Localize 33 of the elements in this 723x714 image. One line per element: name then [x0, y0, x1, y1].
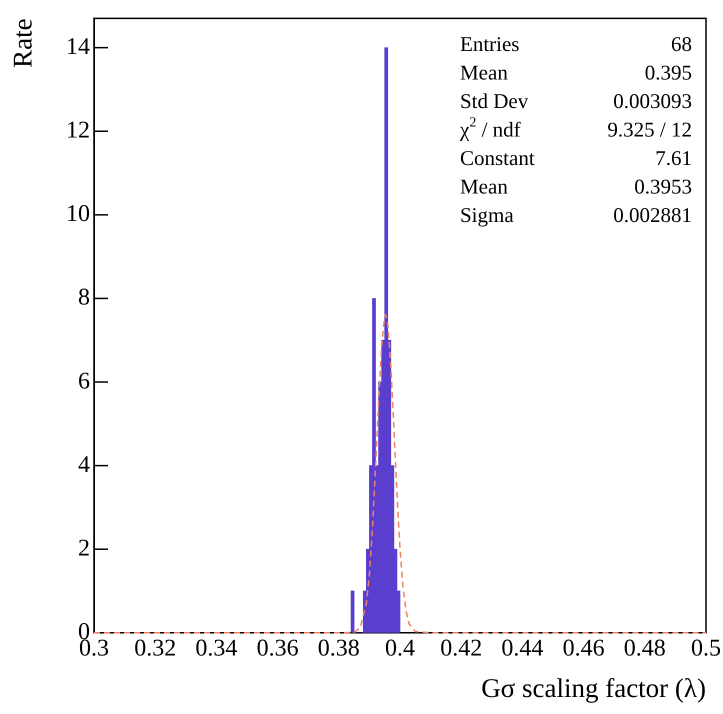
annotation: 0.395	[644, 60, 692, 84]
annotation: Constant	[460, 146, 535, 170]
y-tick-label: 4	[78, 452, 90, 478]
annotation: Mean	[460, 174, 508, 198]
annotation: Mean	[460, 60, 508, 84]
y-tick-label: 8	[78, 284, 90, 311]
annotation: Sigma	[460, 202, 514, 227]
y-tick-label: 10	[66, 201, 90, 228]
x-tick-label: 0.42	[440, 635, 482, 662]
y-tick-label: 12	[66, 118, 90, 144]
x-tick-label: 0.46	[562, 635, 605, 662]
x-tick-label: 0.32	[134, 635, 176, 662]
annotation: 0.3953	[634, 174, 692, 198]
annotation: 7.61	[655, 146, 692, 170]
x-tick-label: 0.48	[624, 635, 666, 662]
x-axis-title: Gσ scaling factor (λ)	[481, 672, 706, 703]
x-tick-label: 0.44	[501, 635, 544, 662]
annotation: Entries	[460, 32, 520, 56]
annotation: Std Dev	[460, 88, 529, 113]
annotation: 68	[671, 32, 692, 56]
x-tick-label: 0.36	[256, 635, 299, 662]
x-tick-label: 0.5	[691, 635, 721, 662]
y-tick-label: 2	[78, 536, 90, 562]
y-axis-title: Rate	[7, 18, 38, 68]
line-series	[93, 314, 707, 634]
x-tick-label: 0.4	[385, 635, 415, 662]
annotation: 9.325 / 12	[607, 117, 692, 142]
y-tick-label: 14	[66, 34, 90, 60]
y-tick-label: 6	[78, 368, 90, 394]
annotation: 0.003093	[613, 88, 692, 113]
x-tick-label: 0.34	[195, 635, 238, 662]
x-tick-label: 0.38	[318, 635, 360, 662]
annotation: 0.002881	[613, 202, 692, 227]
